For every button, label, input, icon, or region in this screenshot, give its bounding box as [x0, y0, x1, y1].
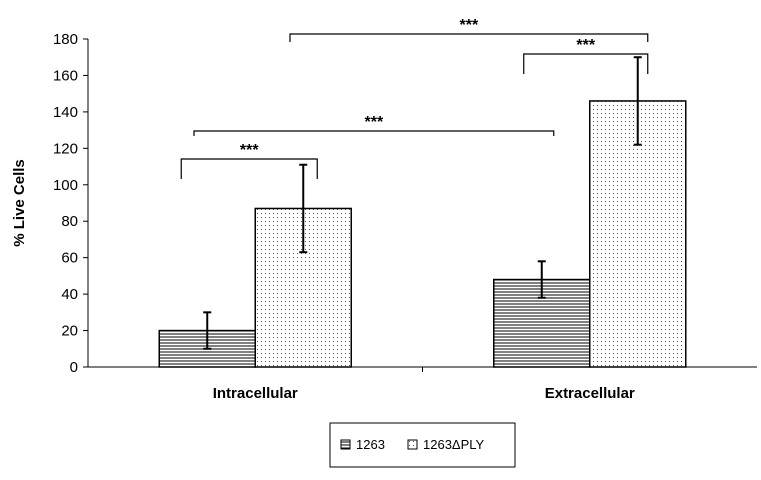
y-tick-label: 100	[53, 177, 78, 194]
significance-bracket	[180, 158, 318, 179]
y-tick-label: 0	[70, 359, 78, 376]
significance-label: ***	[240, 142, 259, 159]
y-tick-label: 40	[61, 286, 78, 303]
significance-bracket	[523, 53, 649, 74]
significance-bracket	[193, 130, 555, 136]
legend-swatch-1263	[340, 439, 351, 450]
y-tick-label: 80	[61, 213, 78, 230]
x-category-label: Extracellular	[545, 385, 635, 402]
y-axis-title: % Live Cells	[11, 159, 28, 247]
legend: 1263 1263ΔPLY	[329, 422, 516, 468]
y-tick-label: 60	[61, 250, 78, 267]
y-tick-label: 140	[53, 104, 78, 121]
y-tick-label: 180	[53, 31, 78, 48]
y-tick-label: 160	[53, 67, 78, 84]
significance-label: ***	[365, 114, 384, 131]
y-tick-label: 20	[61, 323, 78, 340]
legend-swatch-1263dply	[407, 439, 418, 450]
y-tick-label: 120	[53, 140, 78, 157]
significance-bracket	[289, 33, 649, 42]
legend-label-1263: 1263	[356, 437, 385, 452]
legend-label-1263dply: 1263ΔPLY	[423, 437, 485, 452]
legend-box	[329, 422, 516, 468]
x-category-label: Intracellular	[213, 385, 298, 402]
significance-label: ***	[460, 17, 479, 34]
significance-label: ***	[576, 37, 595, 54]
